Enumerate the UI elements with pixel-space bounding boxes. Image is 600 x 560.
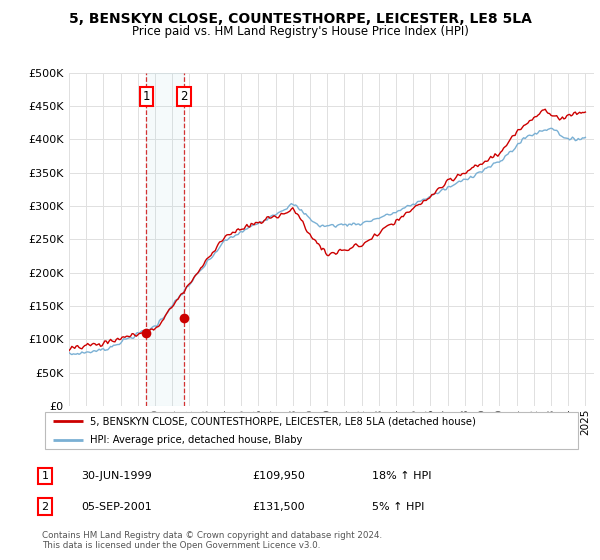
Text: 2: 2: [180, 90, 188, 102]
Text: 30-JUN-1999: 30-JUN-1999: [81, 471, 152, 481]
Text: £131,500: £131,500: [252, 502, 305, 512]
Text: 2: 2: [41, 502, 49, 512]
Text: Contains HM Land Registry data © Crown copyright and database right 2024.
This d: Contains HM Land Registry data © Crown c…: [42, 530, 382, 550]
Text: 5% ↑ HPI: 5% ↑ HPI: [372, 502, 424, 512]
Text: 1: 1: [143, 90, 150, 102]
Text: £109,950: £109,950: [252, 471, 305, 481]
Text: Price paid vs. HM Land Registry's House Price Index (HPI): Price paid vs. HM Land Registry's House …: [131, 25, 469, 38]
Text: 05-SEP-2001: 05-SEP-2001: [81, 502, 152, 512]
Bar: [146, 73, 184, 406]
Text: HPI: Average price, detached house, Blaby: HPI: Average price, detached house, Blab…: [89, 435, 302, 445]
FancyBboxPatch shape: [45, 413, 578, 449]
Text: 18% ↑ HPI: 18% ↑ HPI: [372, 471, 431, 481]
Text: 1: 1: [41, 471, 49, 481]
Text: 5, BENSKYN CLOSE, COUNTESTHORPE, LEICESTER, LE8 5LA (detached house): 5, BENSKYN CLOSE, COUNTESTHORPE, LEICEST…: [89, 417, 475, 426]
Text: 5, BENSKYN CLOSE, COUNTESTHORPE, LEICESTER, LE8 5LA: 5, BENSKYN CLOSE, COUNTESTHORPE, LEICEST…: [68, 12, 532, 26]
